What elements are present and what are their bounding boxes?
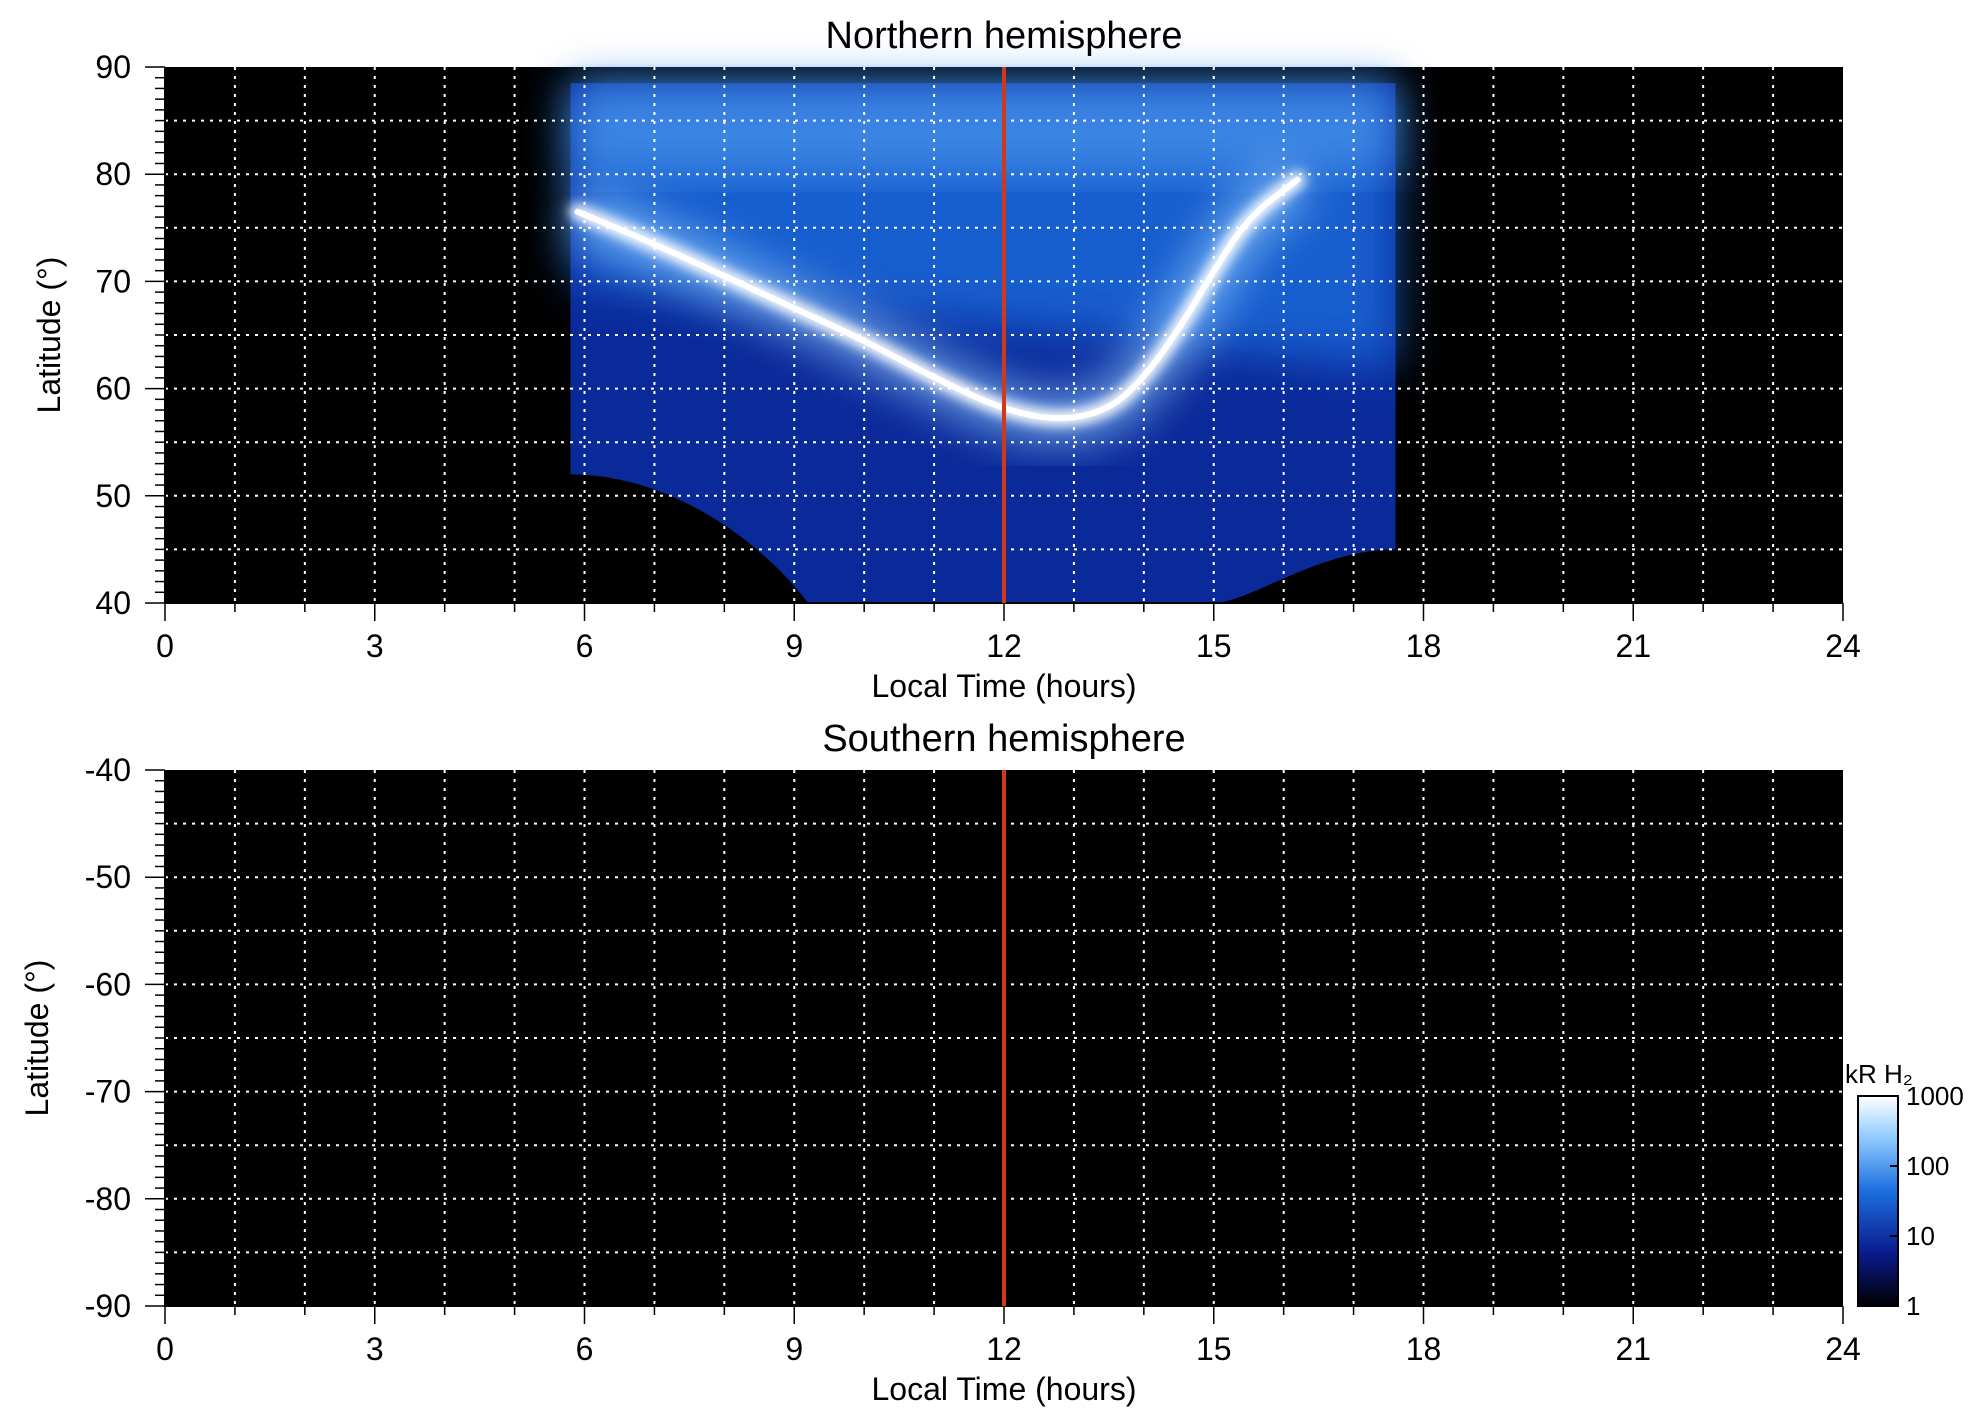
y-tick-label: -60 (85, 966, 131, 1002)
x-tick-label: 24 (1825, 628, 1861, 664)
x-tick-label: 6 (576, 628, 594, 664)
y-tick-label: 50 (95, 478, 131, 514)
x-tick-label: 18 (1406, 628, 1442, 664)
y-tick-label: -50 (85, 859, 131, 895)
x-tick-label: 9 (785, 1331, 803, 1367)
x-tick-label: 3 (366, 1331, 384, 1367)
x-tick-label: 15 (1196, 1331, 1232, 1367)
south-panel-title: Southern hemisphere (822, 718, 1185, 760)
x-tick-label: 12 (986, 628, 1022, 664)
x-tick-label: 18 (1406, 1331, 1442, 1367)
colorbar-gradient (1857, 1095, 1899, 1307)
colorbar-tick-label: 1 (1906, 1291, 1920, 1321)
northern-hemisphere-panel: Northern hemisphere 40 50 60 70 80 90 0 3 6 9 12 1… (31, 15, 1861, 704)
y-tick-label: 90 (95, 49, 131, 85)
colorbar-label: kR H₂ (1845, 1059, 1913, 1089)
y-tick-label: 60 (95, 371, 131, 407)
south-x-axis-label: Local Time (hours) (872, 1371, 1137, 1407)
x-tick-label: 15 (1196, 628, 1232, 664)
north-high-latitude-glow (570, 83, 1396, 175)
y-tick-label: 70 (95, 263, 131, 299)
north-y-axis: 40 50 60 70 80 90 (95, 49, 166, 621)
colorbar-tick-label: 1000 (1906, 1081, 1964, 1111)
y-tick-label: -40 (85, 752, 131, 788)
auroral-oval-core (574, 176, 1301, 422)
y-tick-label: -80 (85, 1181, 131, 1217)
south-y-axis-label: Latitude (°) (19, 960, 55, 1117)
x-tick-label: 24 (1825, 1331, 1861, 1367)
y-tick-label: -90 (85, 1288, 131, 1324)
x-tick-label: 0 (156, 628, 174, 664)
north-x-axis-label: Local Time (hours) (872, 668, 1137, 704)
south-y-axis: -40 -50 -60 -70 -80 -90 (85, 752, 166, 1324)
y-tick-label: -70 (85, 1074, 131, 1110)
south-x-axis: 0 3 6 9 12 15 18 21 24 (156, 1305, 1861, 1367)
southern-hemisphere-panel: Southern hemisphere -40 -50 -60 -70 -80 -90 0… (19, 718, 1861, 1407)
x-tick-label: 12 (986, 1331, 1022, 1367)
north-panel-title: Northern hemisphere (826, 15, 1183, 57)
colorbar: kR H₂ 1 10 100 1000 (1845, 1059, 1964, 1321)
x-tick-label: 6 (576, 1331, 594, 1367)
x-tick-label: 0 (156, 1331, 174, 1367)
x-tick-label: 21 (1615, 628, 1651, 664)
y-tick-label: 40 (95, 585, 131, 621)
x-tick-label: 21 (1615, 1331, 1651, 1367)
north-x-axis: 0 3 6 9 12 15 18 21 24 (156, 602, 1861, 664)
x-tick-label: 3 (366, 628, 384, 664)
north-auroral-emission (568, 83, 1396, 603)
colorbar-ticks: 1 10 100 1000 (1890, 1081, 1964, 1321)
colorbar-tick-label: 10 (1906, 1221, 1935, 1251)
north-y-axis-label: Latitude (°) (31, 257, 67, 414)
colorbar-tick-label: 100 (1906, 1151, 1949, 1181)
y-tick-label: 80 (95, 156, 131, 192)
x-tick-label: 9 (785, 628, 803, 664)
